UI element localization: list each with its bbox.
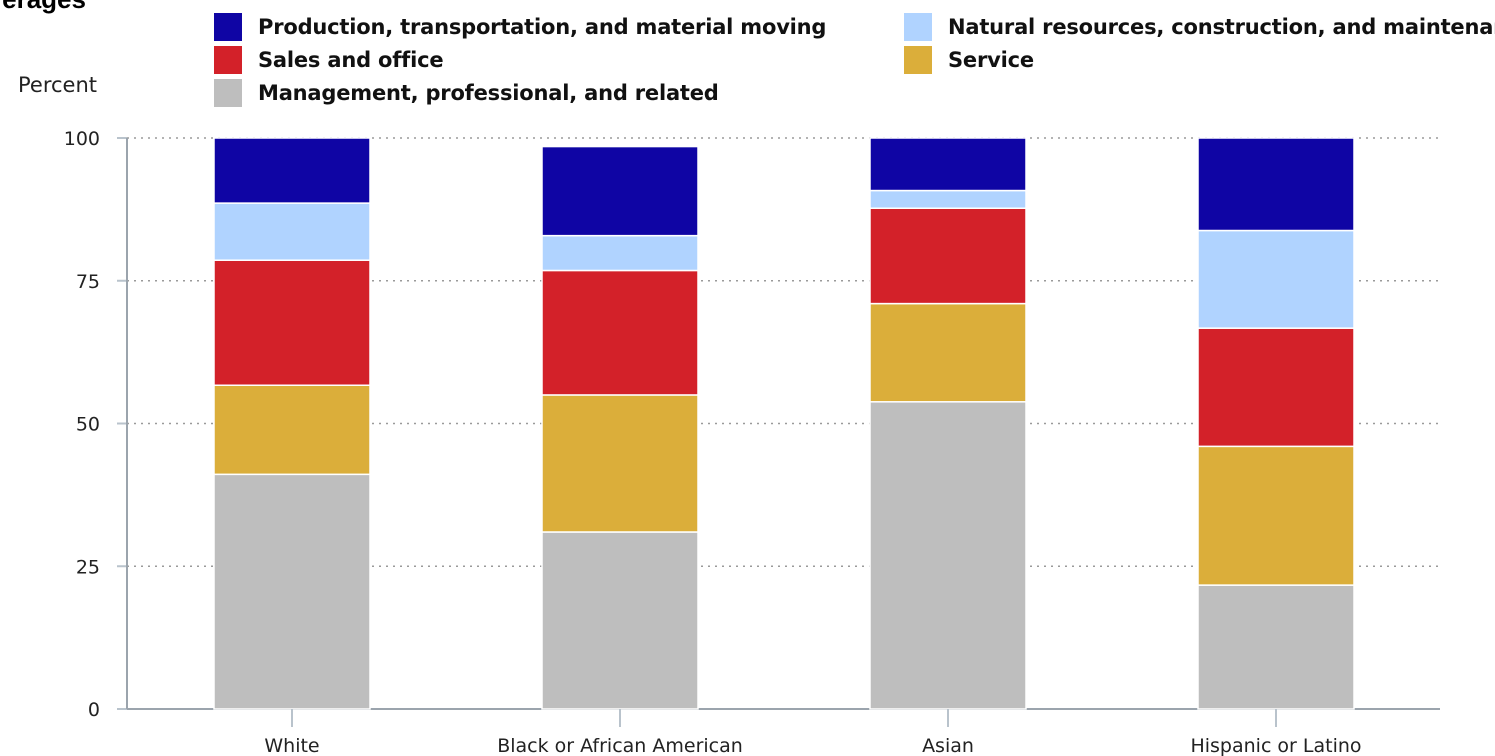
legend-swatch [904, 46, 932, 74]
x-tick-label: Asian [922, 735, 974, 756]
chart-title: rerages [0, 0, 86, 15]
legend-item: Production, transportation, and material… [214, 12, 826, 42]
bar-segment [541, 145, 699, 237]
legend-label: Management, professional, and related [258, 81, 719, 105]
bar-segment [213, 202, 371, 261]
bar-segment [541, 269, 699, 396]
bar-segment [869, 401, 1027, 710]
bar-segment [213, 259, 371, 386]
bar-segment [1197, 584, 1355, 710]
legend-swatch [214, 13, 242, 41]
bar-segment [1197, 137, 1355, 232]
legend-item: Sales and office [214, 45, 444, 75]
legend-swatch [214, 79, 242, 107]
y-tick-label: 25 [76, 556, 100, 578]
legend-item: Service [904, 45, 1034, 75]
bar-segment [541, 234, 699, 272]
y-tick-label: 0 [88, 699, 100, 721]
bar-segment [213, 137, 371, 204]
bar-segment [869, 137, 1027, 192]
x-tick-label: Hispanic or Latino [1190, 735, 1361, 756]
legend-item: Natural resources, construction, and mai… [904, 12, 1495, 42]
legend-swatch [904, 13, 932, 41]
legend-swatch [214, 46, 242, 74]
legend-label: Natural resources, construction, and mai… [948, 15, 1495, 39]
legend-label: Sales and office [258, 48, 444, 72]
bar-segment [1197, 327, 1355, 448]
bar-segment [869, 207, 1027, 305]
y-tick-label: 100 [64, 128, 100, 150]
bar-segment [1197, 229, 1355, 329]
bar-segment [869, 189, 1027, 209]
bar-segment [1197, 445, 1355, 586]
bar-segment [869, 302, 1027, 403]
bar-segment [541, 531, 699, 710]
x-tick-label: Black or African American [497, 735, 743, 756]
y-axis-label: Percent [18, 73, 98, 97]
bar-segment [541, 394, 699, 533]
bar-segment [213, 473, 371, 710]
legend-label: Service [948, 48, 1034, 72]
y-tick-label: 75 [76, 271, 100, 293]
bar-segment [213, 384, 371, 476]
legend-label: Production, transportation, and material… [258, 15, 827, 39]
legend-item: Management, professional, and related [214, 78, 719, 108]
x-tick-label: White [264, 735, 319, 756]
y-tick-label: 50 [76, 414, 100, 436]
legend: Production, transportation, and material… [0, 0, 1495, 110]
